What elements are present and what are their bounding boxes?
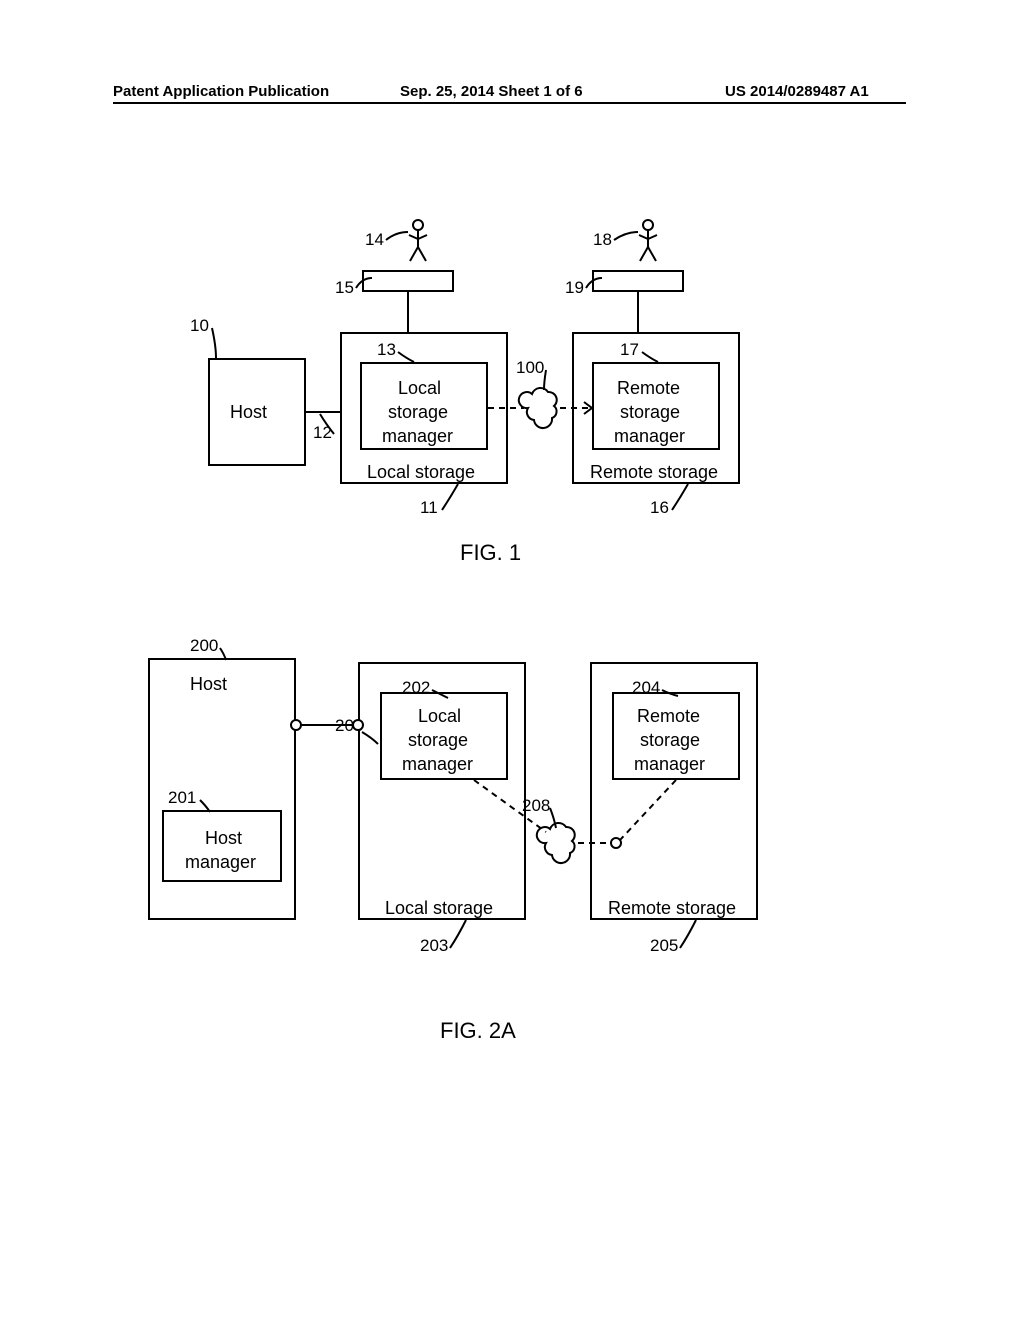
header-right: US 2014/0289487 A1 [725,83,869,100]
fig2a-remote-mgr-l2: storage [640,730,700,751]
header-center: Sep. 25, 2014 Sheet 1 of 6 [400,83,583,100]
fig2a-remote-mgr-l3: manager [634,754,705,775]
fig1-terminal-right-box [592,270,684,292]
fig2a-ref-200: 200 [190,636,218,656]
fig1-caption: FIG. 1 [460,540,521,566]
fig2a-ref-205: 205 [650,936,678,956]
fig1-ref-16: 16 [650,498,669,518]
fig1-ref-14: 14 [365,230,384,250]
fig2a-ref-208: 208 [522,796,550,816]
fig1-local-storage-label: Local storage [367,462,475,483]
fig1-remote-storage-label: Remote storage [590,462,718,483]
fig2a-ref-201: 201 [168,788,196,808]
fig1-local-mgr-l1: Local [398,378,441,399]
fig1-cloud-icon [519,388,557,428]
fig1-lead-18 [614,232,638,240]
fig1-remote-mgr-l2: storage [620,402,680,423]
fig1-ref-100: 100 [516,358,544,378]
fig2a-caption: FIG. 2A [440,1018,516,1044]
stick-figure-right-icon [639,220,657,261]
fig2a-ref-203: 203 [420,936,448,956]
fig2a-host-mgr-l1: Host [205,828,242,849]
fig1-lead-10 [212,328,216,358]
fig1-ref-18: 18 [593,230,612,250]
fig2a-ref-206: 206 [335,716,363,736]
fig1-ref-13: 13 [377,340,396,360]
stick-figure-left-icon [409,220,427,261]
fig1-host-label: Host [230,402,267,423]
fig1-ref-10: 10 [190,316,209,336]
fig2a-local-mgr-l1: Local [418,706,461,727]
fig2a-remote-mgr-l1: Remote [637,706,700,727]
fig2a-ref-204: 204 [632,678,660,698]
fig2a-host-mgr-l2: manager [185,852,256,873]
header-rule [113,102,906,104]
fig1-remote-mgr-l1: Remote [617,378,680,399]
fig2a-ref-202: 202 [402,678,430,698]
fig2a-cloud-icon [537,823,575,863]
fig2a-local-mgr-l2: storage [408,730,468,751]
fig1-ref-11: 11 [420,498,438,518]
patent-page: Patent Application Publication Sep. 25, … [0,0,1024,1320]
fig1-lead-11 [442,484,458,510]
fig2a-lead-205 [680,920,696,948]
header-left: Patent Application Publication [113,83,329,100]
fig1-ref-19: 19 [565,278,584,298]
fig1-ref-12: 12 [313,423,332,443]
fig1-local-mgr-l2: storage [388,402,448,423]
fig1-ref-15: 15 [335,278,354,298]
fig1-ref-17: 17 [620,340,639,360]
fig1-remote-mgr-l3: manager [614,426,685,447]
fig2a-lead-203 [450,920,466,948]
fig1-terminal-left-box [362,270,454,292]
fig2a-host-label: Host [190,674,227,695]
fig1-lead-14 [386,232,408,240]
fig1-local-mgr-l3: manager [382,426,453,447]
fig2a-lead-208 [550,808,556,828]
fig2a-local-mgr-l3: manager [402,754,473,775]
fig2a-local-storage-label: Local storage [385,898,493,919]
fig1-lead-16 [672,484,688,510]
fig2a-remote-storage-label: Remote storage [608,898,736,919]
